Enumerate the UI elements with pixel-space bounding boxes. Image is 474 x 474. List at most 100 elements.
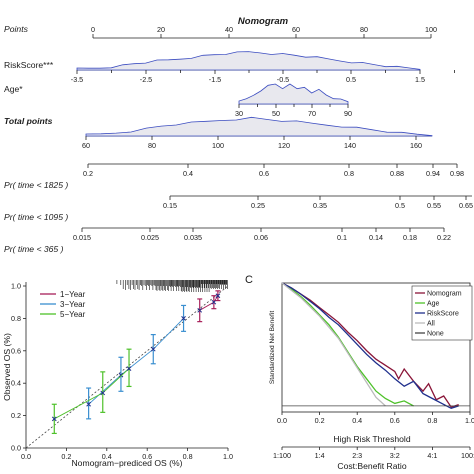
dca-series-line [281,282,414,407]
nomogram-tick-label: -1.5 [209,75,221,84]
nomogram-row-label: Points [4,24,29,34]
nomogram-tick-label: 60 [292,25,300,34]
dca-x-tick-label: 0.2 [315,416,325,425]
nomogram-tick-label: 50 [272,109,280,118]
nomogram-tick-label: 0.4 [183,169,193,178]
nomogram-tick-label: 0.2 [83,169,93,178]
nomogram-tick-label: 0.88 [390,169,404,178]
calibration-x-tick-label: 0.6 [142,452,152,461]
calibration-y-tick-label: 0.4 [11,379,21,388]
calibration-point [86,401,91,407]
calibration-series-line [88,318,184,405]
nomogram-tick-label: 120 [278,141,290,150]
nomogram-density-curve [238,83,349,105]
nomogram-tick-label: 0.55 [427,201,441,210]
dca-x2-tick-label: 1:4 [315,451,325,460]
nomogram-tick-label: 0.25 [251,201,265,210]
dca-x-tick-label: 0.6 [390,416,400,425]
nomogram-tick-label: 100 [425,25,437,34]
dca-plot-frame [281,282,471,413]
dca-series-line [281,282,459,408]
nomogram-title: Nomogram [238,16,289,27]
dca-x-tick-label: 0.0 [277,416,287,425]
nomogram-tick-label: 0.14 [369,233,383,242]
calibration-y-tick-label: 0.6 [11,346,21,355]
dca-x2-tick-label: 100:1 [461,451,474,460]
nomogram-tick-label: 0.5 [346,75,356,84]
nomogram-tick-label: 0.06 [254,233,268,242]
dca-legend-label: Nomogram [427,291,462,298]
calibration-legend-label: 1−Year [60,290,86,299]
calibration-x-tick-label: 0.0 [21,452,31,461]
nomogram-tick-label: 0.98 [450,169,464,178]
nomogram-tick-label: 0.035 [184,233,202,242]
nomogram-tick-label: 1.5 [415,75,425,84]
nomogram-tick-label: 0.35 [313,201,327,210]
dca-y-label: Standardized Net Benefit [269,311,276,384]
nomogram-tick-label: 0.8 [344,169,354,178]
nomogram-tick-label: 140 [344,141,356,150]
nomogram-tick-label: 0.5 [395,201,405,210]
calibration-point [51,416,57,422]
calibration-x-label: Nomogram−prediced OS (%) [71,458,182,468]
calibration-x-tick-label: 1.0 [223,452,233,461]
nomogram-row-label: Total points [4,116,53,126]
dca-x2-tick-label: 3:2 [390,451,400,460]
nomogram-tick-label: 0.65 [459,201,473,210]
nomogram-density-curve [76,51,421,71]
nomogram-tick-label: 0.025 [141,233,159,242]
nomogram-density-curve [85,116,433,137]
dca-x2-label: Cost:Benefit Ratio [337,461,406,471]
nomogram-tick-label: 0.94 [426,169,440,178]
calibration-series-line [54,368,130,420]
calibration-legend-label: 5−Year [60,310,86,319]
calibration-y-tick-label: 1.0 [11,282,21,291]
dca-x-label: High Risk Threshold [333,434,410,444]
nomogram-tick-label: 80 [360,25,368,34]
decision-curve-panel: C Standardized Net Benefit 0.0 0.2 0.4 0.6 0.8… [245,274,474,471]
dca-x-tick-label: 0.4 [352,416,362,425]
dca-x2-tick-label: 1:100 [273,451,291,460]
nomogram-tick-label: 70 [308,109,316,118]
calibration-y-tick-label: 0.0 [11,444,21,453]
calibration-point [126,366,132,371]
calibration-x-tick-label: 0.4 [102,452,112,461]
nomogram-row-label: RiskScore*** [4,60,54,70]
dca-x2-tick-label: 4:1 [427,451,437,460]
nomogram-tick-label: 20 [157,25,165,34]
nomogram-tick-label: 90 [344,109,352,118]
calibration-legend-label: 3−Year [60,300,86,309]
calibration-point [118,372,124,378]
dca-series-line [281,282,386,407]
nomogram-tick-label: 160 [410,141,422,150]
nomogram-row-label: Pr( time < 365 ) [4,244,64,254]
calibration-y-label: Observed OS (%) [2,333,12,401]
calibration-point [211,299,217,305]
nomogram-tick-label: 100 [212,141,224,150]
calibration-point [197,307,203,313]
dca-legend-label: All [427,321,435,328]
nomogram-row-label: Pr( time < 1825 ) [4,180,68,190]
nomogram-panel: Nomogram Points 0 20 40 60 80 100 RiskScore*** -3… [4,16,473,254]
calibration-y-tick-label: 0.8 [11,314,21,323]
calibration-x-tick-label: 0.2 [61,452,71,461]
nomogram-tick-label: 40 [225,25,233,34]
nomogram-tick-label: 0.15 [163,201,177,210]
nomogram-tick-label: 0.22 [437,233,451,242]
dca-legend-label: None [427,331,444,338]
dca-legend-label: RiskScore [427,311,459,318]
dca-legend-label: Age [427,301,440,308]
nomogram-row-label: Age* [4,84,23,94]
dca-panel-label: C [245,274,253,286]
dca-x-tick-label: 0.8 [427,416,437,425]
nomogram-tick-label: 0.015 [73,233,91,242]
calibration-point [100,390,106,396]
dca-x-tick-label: 1.0 [465,416,474,425]
calibration-y-tick-label: 0.2 [11,411,21,420]
dca-series-line [281,282,459,410]
calibration-point [181,316,186,321]
nomogram-tick-label: -3.5 [71,75,83,84]
nomogram-tick-label: 30 [235,109,243,118]
calibration-point [215,293,221,299]
